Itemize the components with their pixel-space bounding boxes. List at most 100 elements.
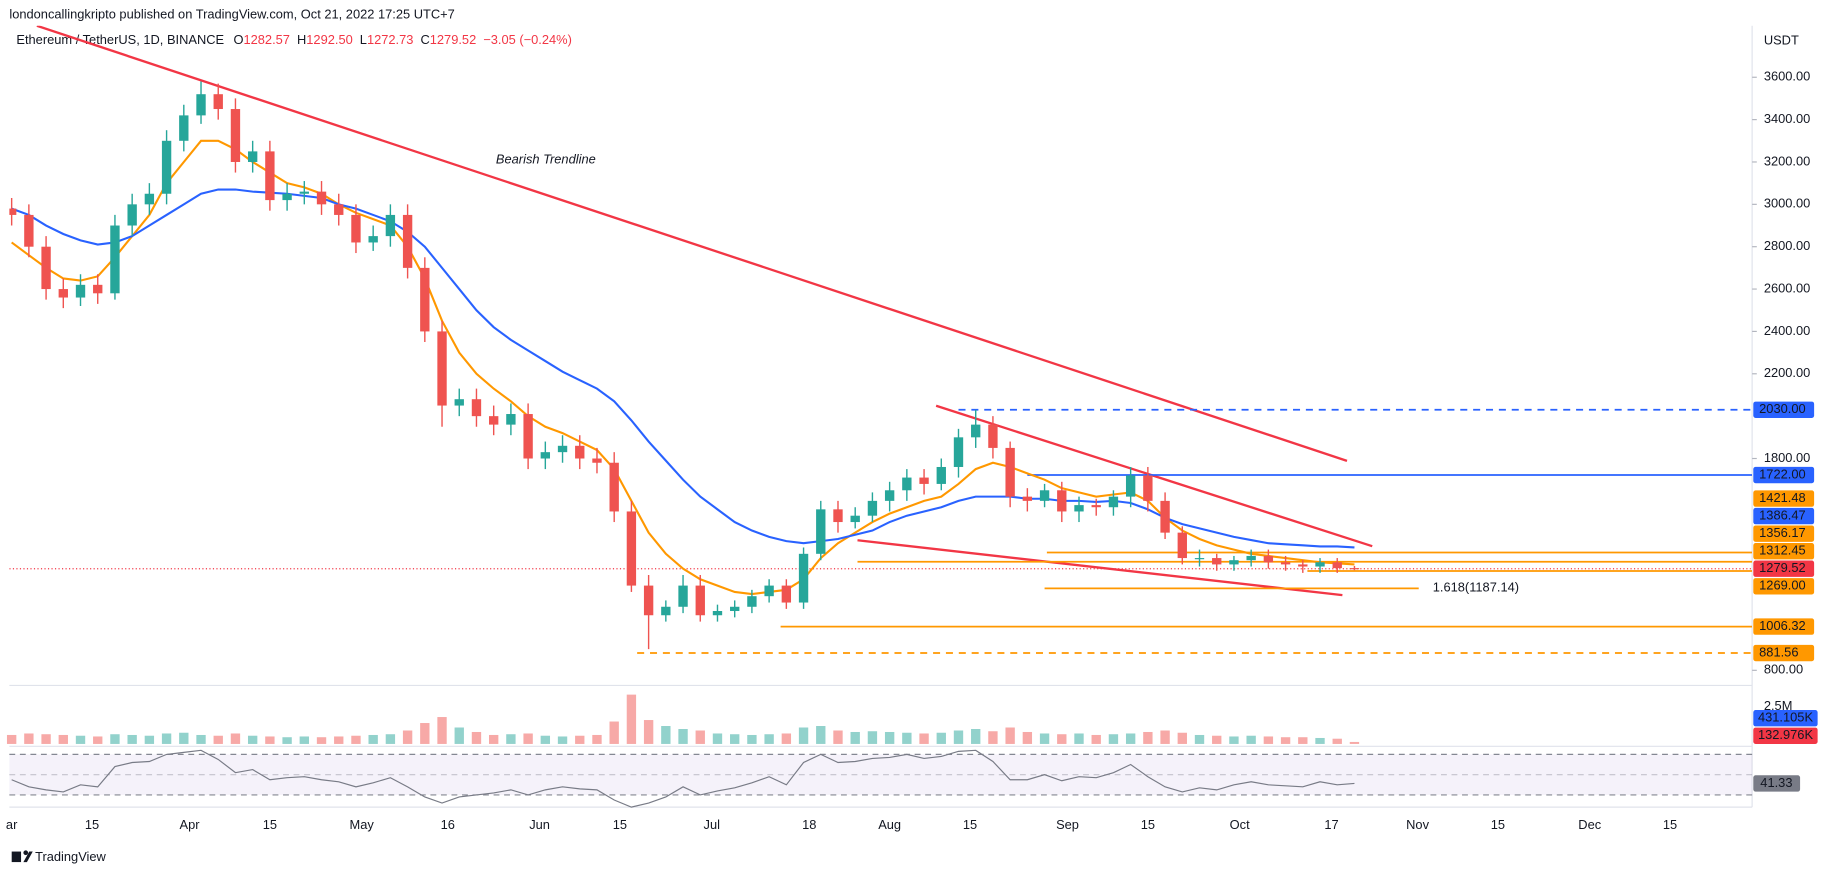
volume-bar xyxy=(1194,734,1205,744)
publisher: londoncallingkripto published on Trading… xyxy=(9,7,454,22)
volume-bar xyxy=(919,733,929,744)
candle-body xyxy=(575,445,585,459)
candle-body xyxy=(1125,475,1136,497)
candle-body xyxy=(1263,555,1274,563)
candle-body xyxy=(747,596,757,607)
volume-bar xyxy=(575,735,585,744)
candle-body xyxy=(816,509,826,554)
price-label: 881.56 xyxy=(1759,644,1798,659)
volume-bar xyxy=(1039,733,1050,744)
volume-tick-label: 2.5M xyxy=(1764,698,1793,713)
volume-bar xyxy=(161,733,172,744)
volume-bar xyxy=(798,727,809,744)
x-tick-label: ar xyxy=(6,817,18,832)
x-tick-label: Jul xyxy=(704,817,720,832)
candle-body xyxy=(489,416,499,425)
candle-body xyxy=(661,606,671,616)
volume-bar xyxy=(385,734,396,744)
volume-bar xyxy=(316,737,327,744)
volume-bar xyxy=(678,729,688,744)
candle-body xyxy=(110,225,120,294)
x-tick-label: Dec xyxy=(1578,817,1601,832)
candle-body xyxy=(557,445,568,453)
x-tick-label: May xyxy=(350,817,375,832)
candle-body xyxy=(1022,496,1033,501)
ohlc-label: C xyxy=(420,32,429,47)
price-label: 1279.52 xyxy=(1759,560,1805,575)
volume-bar xyxy=(902,732,912,744)
volume-bar xyxy=(1298,737,1308,744)
price-label-bg xyxy=(1753,490,1815,507)
brand-logo xyxy=(11,850,33,863)
candle-body xyxy=(643,585,654,616)
candle-body xyxy=(351,214,361,243)
volume-bar xyxy=(1263,736,1274,744)
candle-body xyxy=(24,214,34,247)
candle-body xyxy=(867,500,878,516)
x-tick-label: 15 xyxy=(1663,817,1677,832)
ohlc-label: H xyxy=(297,32,306,47)
candle-body xyxy=(971,424,981,438)
x-tick-label: 18 xyxy=(802,817,816,832)
candle-body xyxy=(1212,558,1222,565)
x-tick-label: Apr xyxy=(180,817,201,832)
volume-bar xyxy=(884,731,895,744)
y-tick-label: 3200.00 xyxy=(1764,153,1810,168)
candle-body xyxy=(1160,500,1170,533)
price-label: 1006.32 xyxy=(1759,618,1805,633)
fib-label: 1.618(1187.14) xyxy=(1433,580,1519,595)
x-tick-label: 17 xyxy=(1324,817,1338,832)
volume-bar xyxy=(1057,734,1067,744)
volume-bar xyxy=(1022,731,1033,744)
candle-body xyxy=(902,477,912,491)
candle-body xyxy=(1074,505,1084,512)
trendline xyxy=(36,25,1348,462)
candle-body xyxy=(471,399,482,417)
volume-bar xyxy=(764,734,774,744)
volume-bar xyxy=(609,721,619,744)
candle-body xyxy=(919,477,929,484)
volume-bar xyxy=(93,736,103,744)
volume-bar xyxy=(1246,735,1256,744)
candle-body xyxy=(850,515,860,523)
candle-body xyxy=(1091,505,1101,508)
volume-bar xyxy=(420,723,430,744)
candle-body xyxy=(626,511,637,586)
volume-bar xyxy=(75,735,86,744)
candle-body xyxy=(1349,568,1360,570)
candle-body xyxy=(833,509,843,523)
candle-body xyxy=(41,246,51,290)
candle-body xyxy=(454,399,464,406)
candle-body xyxy=(1177,532,1187,559)
candle-body xyxy=(385,214,396,237)
change: −3.05 (−0.24%) xyxy=(483,32,572,47)
candle-body xyxy=(161,140,172,194)
volume-bar xyxy=(471,731,482,744)
candle-body xyxy=(213,94,223,110)
volume-bar xyxy=(230,733,241,744)
volume-bar xyxy=(1177,732,1187,744)
candle-body xyxy=(506,414,516,425)
candle-body xyxy=(695,585,705,616)
volume-bar xyxy=(299,736,309,744)
x-tick-label: Sep xyxy=(1056,817,1079,832)
volume-bar xyxy=(196,734,206,744)
ohlc-value: 1279.52 xyxy=(430,32,476,47)
candle-body xyxy=(523,414,533,459)
candle-body xyxy=(282,193,292,201)
volume-bar xyxy=(626,694,637,744)
candle-body xyxy=(1057,490,1067,512)
candle-body xyxy=(334,204,344,215)
candle-body xyxy=(1332,562,1342,569)
y-tick-label: 2600.00 xyxy=(1764,280,1810,295)
volume-bar xyxy=(506,734,516,744)
volume-bar xyxy=(747,734,757,744)
volume-bar xyxy=(523,733,533,744)
volume-bar xyxy=(334,736,344,744)
x-tick-label: 15 xyxy=(1141,817,1155,832)
volume-bar xyxy=(867,731,878,744)
y-tick-label: 2400.00 xyxy=(1764,323,1810,338)
candle-body xyxy=(58,289,68,298)
